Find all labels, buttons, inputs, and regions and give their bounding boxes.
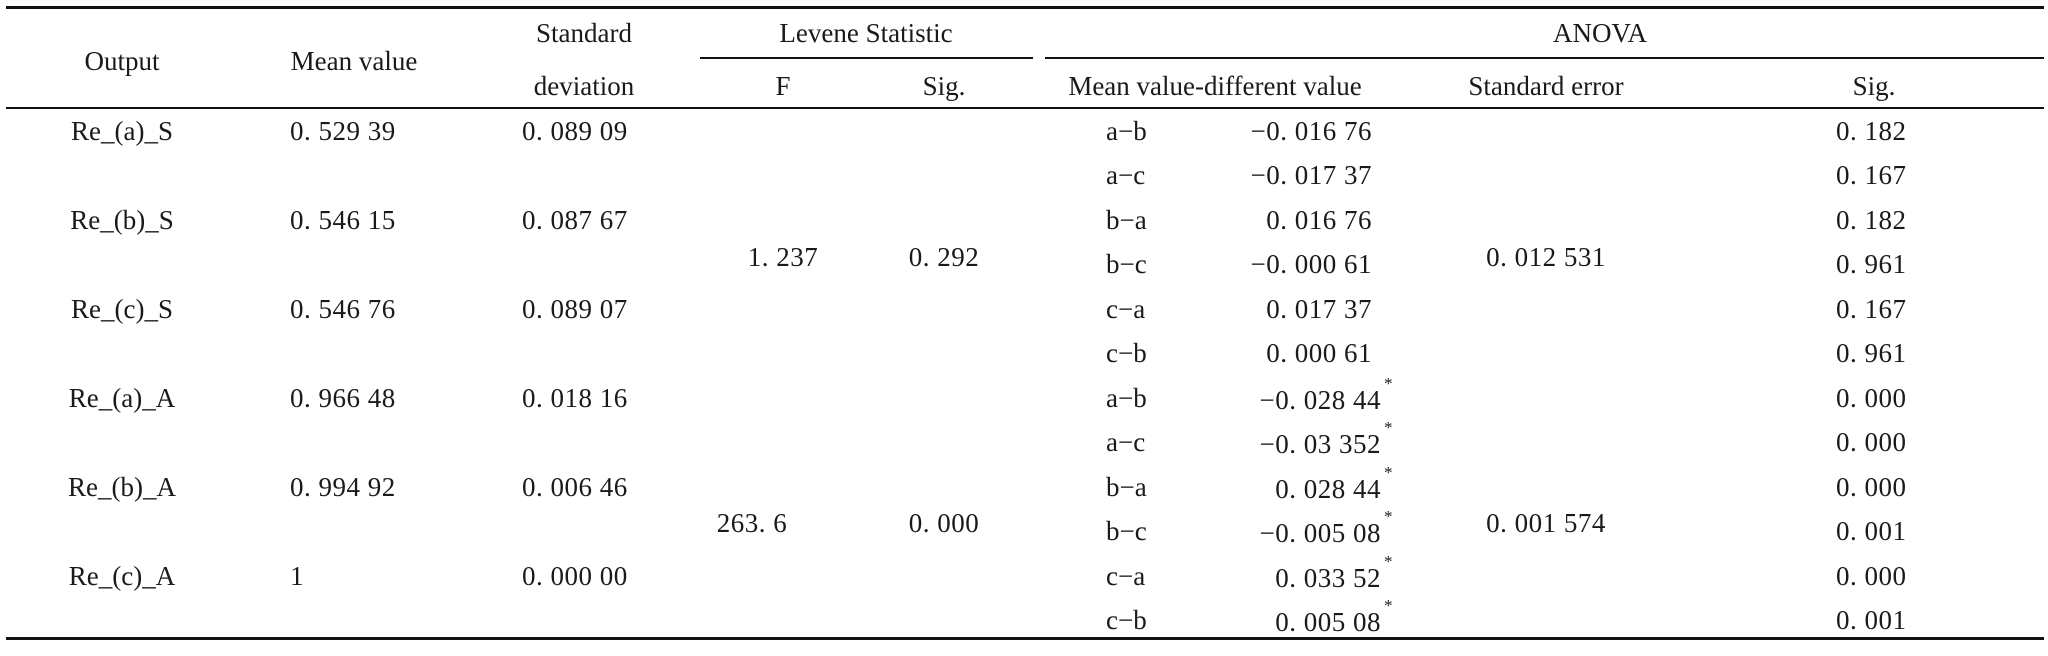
comparison-diff: 0. 033 52 — [1275, 563, 1381, 593]
header-anova-se: Standard error — [1468, 71, 1624, 101]
output-sd: 0. 018 16 — [522, 383, 628, 413]
comparison-diff: 0. 005 08 — [1275, 607, 1381, 637]
comparison-sig: 0. 167 — [1836, 294, 1907, 324]
output-mean: 0. 966 48 — [290, 383, 396, 413]
header-anova: ANOVA — [1552, 18, 1648, 48]
comparison-pair: a−c — [1106, 160, 1146, 190]
output-mean: 0. 529 39 — [290, 116, 396, 146]
comparison-sig: 0. 961 — [1836, 249, 1907, 279]
comparison-diff: −0. 000 61 — [1250, 249, 1372, 279]
comparison-diff: −0. 028 44 — [1259, 385, 1381, 415]
group-s-levene-f: 1. 237 — [747, 242, 819, 272]
comparison-diff-cell: 0. 033 52* — [1275, 553, 1393, 593]
output-sd: 0. 087 67 — [522, 205, 628, 235]
comparison-pair: b−c — [1106, 249, 1147, 279]
output-mean: 1 — [290, 561, 304, 591]
output-mean: 0. 994 92 — [290, 472, 396, 502]
comparison-pair: a−b — [1106, 116, 1147, 146]
comparison-sig: 0. 000 — [1836, 383, 1907, 413]
significance-asterisk: * — [1384, 507, 1393, 526]
significance-asterisk: * — [1384, 463, 1393, 482]
top-rule — [6, 6, 2044, 9]
output-name: Re_(a)_A — [68, 383, 176, 413]
group-a-standard-error: 0. 001 574 — [1486, 508, 1606, 538]
comparison-diff: −0. 017 37 — [1250, 160, 1372, 190]
output-mean: 0. 546 15 — [290, 205, 396, 235]
significance-asterisk: * — [1384, 418, 1393, 437]
comparison-diff-cell: −0. 03 352* — [1259, 419, 1393, 459]
output-name: Re_(c)_S — [71, 294, 173, 324]
comparison-pair: c−a — [1106, 561, 1146, 591]
header-mean-value: Mean value — [290, 46, 418, 76]
comparison-diff-cell: 0. 028 44* — [1275, 464, 1393, 504]
comparison-diff: 0. 028 44 — [1275, 474, 1381, 504]
output-sd: 0. 006 46 — [522, 472, 628, 502]
comparison-pair: b−a — [1106, 472, 1147, 502]
comparison-sig: 0. 000 — [1836, 561, 1907, 591]
comparison-pair: a−c — [1106, 427, 1146, 457]
comparison-diff-cell: −0. 028 44* — [1259, 375, 1393, 415]
significance-asterisk: * — [1384, 596, 1393, 615]
comparison-diff: 0. 017 37 — [1266, 294, 1372, 324]
header-std-line1: Standard — [536, 18, 632, 48]
output-sd: 0. 000 00 — [522, 561, 628, 591]
comparison-pair: a−b — [1106, 383, 1147, 413]
levene-underline — [700, 57, 1033, 59]
comparison-sig: 0. 961 — [1836, 338, 1907, 368]
comparison-pair: c−b — [1106, 338, 1147, 368]
significance-asterisk: * — [1384, 374, 1393, 393]
anova-underline — [1045, 57, 2044, 59]
comparison-pair: b−c — [1106, 516, 1147, 546]
header-std-line2: deviation — [533, 71, 635, 101]
header-levene: Levene Statistic — [779, 18, 953, 48]
comparison-diff: 0. 000 61 — [1266, 338, 1372, 368]
output-mean: 0. 546 76 — [290, 294, 396, 324]
output-name: Re_(c)_A — [68, 561, 176, 591]
comparison-pair: c−a — [1106, 294, 1146, 324]
comparison-pair: b−a — [1106, 205, 1147, 235]
output-name: Re_(b)_A — [68, 472, 176, 502]
significance-asterisk: * — [1384, 552, 1393, 571]
group-a-levene-sig: 0. 000 — [908, 508, 980, 538]
header-levene-f: F — [775, 71, 791, 101]
comparison-diff-cell: −0. 005 08* — [1259, 508, 1393, 548]
comparison-diff: −0. 016 76 — [1250, 116, 1372, 146]
comparison-sig: 0. 182 — [1836, 205, 1907, 235]
comparison-sig: 0. 001 — [1836, 516, 1907, 546]
comparison-sig: 0. 000 — [1836, 472, 1907, 502]
output-name: Re_(a)_S — [71, 116, 173, 146]
comparison-sig: 0. 000 — [1836, 427, 1907, 457]
comparison-sig: 0. 182 — [1836, 116, 1907, 146]
output-sd: 0. 089 09 — [522, 116, 628, 146]
comparison-sig: 0. 167 — [1836, 160, 1907, 190]
comparison-diff: 0. 016 76 — [1266, 205, 1372, 235]
header-anova-sig: Sig. — [1852, 71, 1896, 101]
output-sd: 0. 089 07 — [522, 294, 628, 324]
comparison-diff-cell: 0. 005 08* — [1275, 597, 1393, 637]
output-name: Re_(b)_S — [70, 205, 174, 235]
comparison-diff: −0. 005 08 — [1259, 518, 1381, 548]
header-anova-diff: Mean value-different value — [1068, 71, 1362, 101]
bottom-rule — [6, 637, 2044, 640]
group-s-levene-sig: 0. 292 — [908, 242, 980, 272]
header-rule — [6, 107, 2044, 109]
group-s-standard-error: 0. 012 531 — [1486, 242, 1606, 272]
comparison-pair: c−b — [1106, 605, 1147, 635]
header-levene-sig: Sig. — [922, 71, 966, 101]
comparison-sig: 0. 001 — [1836, 605, 1907, 635]
header-output: Output — [84, 46, 160, 76]
comparison-diff: −0. 03 352 — [1259, 429, 1381, 459]
group-a-levene-f: 263. 6 — [716, 508, 788, 538]
